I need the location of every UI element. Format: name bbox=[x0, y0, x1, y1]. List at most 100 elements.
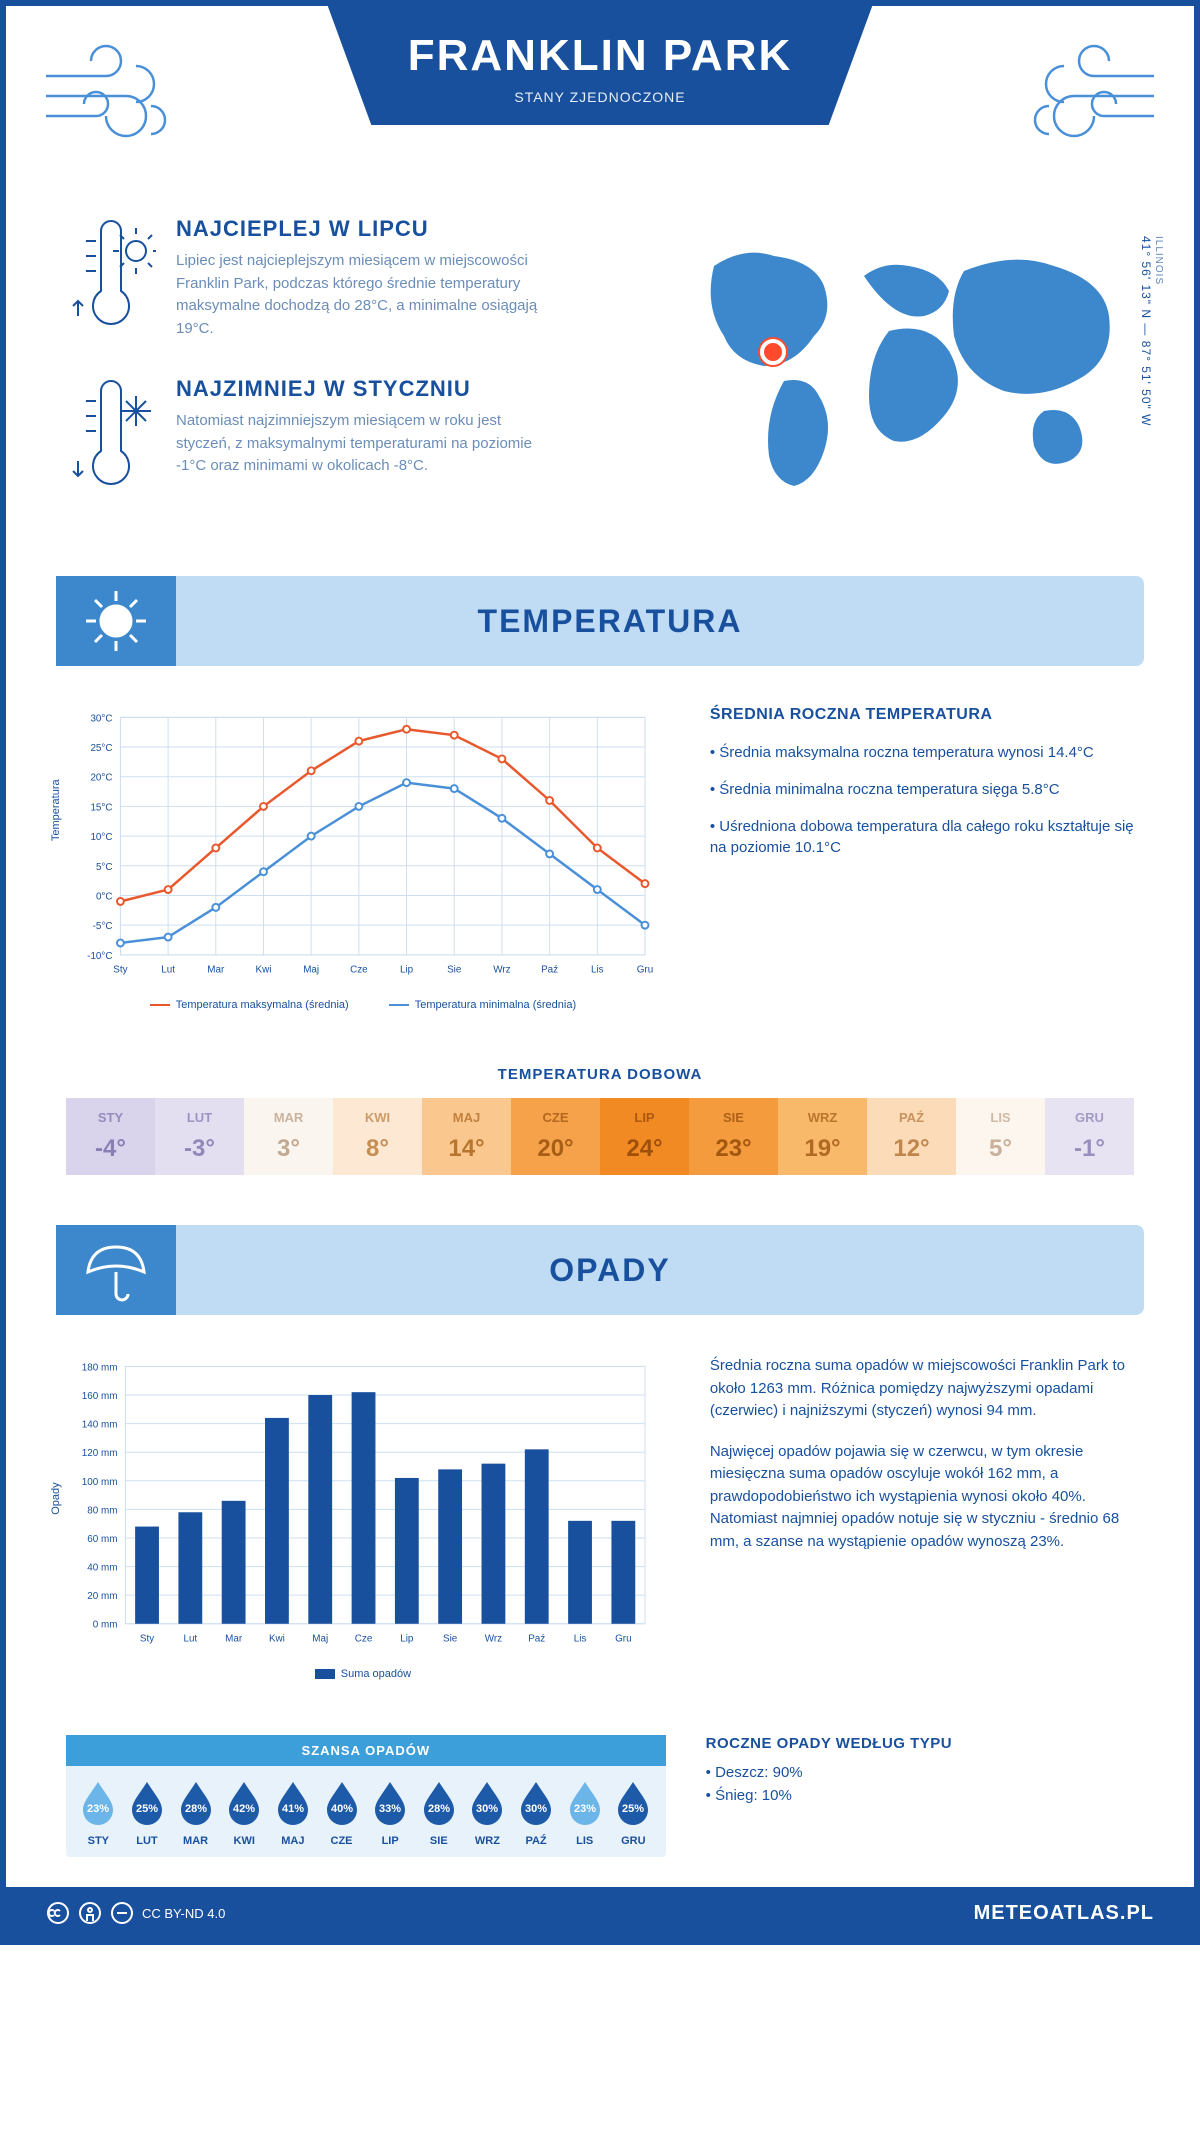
coldest-body: Natomiast najzimniejszym miesiącem w rok… bbox=[176, 410, 556, 478]
umbrella-icon bbox=[56, 1225, 176, 1315]
location-marker-icon bbox=[760, 339, 786, 365]
chance-drop: 30%PAŹ bbox=[512, 1778, 561, 1847]
daily-temperature-strip: TEMPERATURA DOBOWA STY-4°LUT-3°MAR3°KWI8… bbox=[66, 1066, 1134, 1175]
hottest-title: NAJCIEPLEJ W LIPCU bbox=[176, 216, 556, 242]
chance-drop: 42%KWI bbox=[220, 1778, 269, 1847]
world-map: ILLINOIS 41° 56' 13" N — 87° 51' 50" W bbox=[654, 216, 1134, 536]
svg-text:Sty: Sty bbox=[113, 965, 127, 976]
chance-drop: 33%LIP bbox=[366, 1778, 415, 1847]
daily-temp-cell: PAŹ12° bbox=[867, 1098, 956, 1175]
svg-text:28%: 28% bbox=[428, 1803, 450, 1815]
intro-section: NAJCIEPLEJ W LIPCU Lipiec jest najcieple… bbox=[6, 186, 1194, 576]
brand-logo: METEOATLAS.PL bbox=[974, 1902, 1154, 1925]
svg-text:42%: 42% bbox=[233, 1803, 255, 1815]
page-subtitle: STANY ZJEDNOCZONE bbox=[408, 89, 793, 105]
svg-text:Wrz: Wrz bbox=[485, 1634, 502, 1645]
svg-text:-10°C: -10°C bbox=[87, 951, 112, 962]
hottest-body: Lipiec jest najcieplejszym miesiącem w m… bbox=[176, 250, 556, 340]
precipitation-bar-chart: Opady 0 mm20 mm40 mm60 mm80 mm100 mm120 … bbox=[66, 1355, 660, 1695]
hottest-block: NAJCIEPLEJ W LIPCU Lipiec jest najcieple… bbox=[66, 216, 614, 341]
section-title: OPADY bbox=[196, 1252, 1144, 1289]
daily-temp-cell: MAR3° bbox=[244, 1098, 333, 1175]
svg-text:Lut: Lut bbox=[183, 1634, 197, 1645]
chance-drop: 23%LIS bbox=[560, 1778, 609, 1847]
svg-text:80 mm: 80 mm bbox=[87, 1505, 117, 1516]
daily-temp-cell: WRZ19° bbox=[778, 1098, 867, 1175]
svg-text:Cze: Cze bbox=[355, 1634, 373, 1645]
chance-drop: 40%CZE bbox=[317, 1778, 366, 1847]
precipitation-info: Średnia roczna suma opadów w miejscowośc… bbox=[710, 1355, 1134, 1695]
svg-text:Maj: Maj bbox=[303, 965, 319, 976]
svg-text:20°C: 20°C bbox=[90, 773, 112, 784]
daily-temp-cell: STY-4° bbox=[66, 1098, 155, 1175]
header: FRANKLIN PARK STANY ZJEDNOCZONE bbox=[6, 6, 1194, 186]
coldest-block: NAJZIMNIEJ W STYCZNIU Natomiast najzimni… bbox=[66, 376, 614, 501]
svg-text:Cze: Cze bbox=[350, 965, 368, 976]
daily-temp-cell: LIP24° bbox=[600, 1098, 689, 1175]
section-title: TEMPERATURA bbox=[196, 603, 1144, 640]
svg-text:25%: 25% bbox=[136, 1803, 158, 1815]
svg-text:5°C: 5°C bbox=[96, 862, 113, 873]
svg-text:180 mm: 180 mm bbox=[82, 1362, 118, 1373]
temperature-line-chart: Temperatura -10°C-5°C0°C5°C10°C15°C20°C2… bbox=[66, 706, 660, 1026]
daily-temp-cell: SIE23° bbox=[689, 1098, 778, 1175]
svg-text:Gru: Gru bbox=[637, 965, 653, 976]
svg-text:Paź: Paź bbox=[541, 965, 558, 976]
chance-drop: 28%SIE bbox=[414, 1778, 463, 1847]
svg-text:Kwi: Kwi bbox=[269, 1634, 285, 1645]
svg-text:10°C: 10°C bbox=[90, 832, 112, 843]
temperature-header: TEMPERATURA bbox=[56, 576, 1144, 666]
precipitation-chance-strip: SZANSA OPADÓW 23%STY25%LUT28%MAR42%KWI41… bbox=[66, 1735, 666, 1857]
svg-text:160 mm: 160 mm bbox=[82, 1391, 118, 1402]
thermometer-cold-icon bbox=[66, 376, 156, 501]
svg-text:Lut: Lut bbox=[161, 965, 175, 976]
chance-drop: 30%WRZ bbox=[463, 1778, 512, 1847]
svg-text:Mar: Mar bbox=[225, 1634, 243, 1645]
svg-text:Paź: Paź bbox=[528, 1634, 545, 1645]
chance-drop: 25%LUT bbox=[123, 1778, 172, 1847]
svg-text:Gru: Gru bbox=[615, 1634, 631, 1645]
svg-text:25°C: 25°C bbox=[90, 743, 112, 754]
daily-temp-cell: LIS5° bbox=[956, 1098, 1045, 1175]
svg-text:23%: 23% bbox=[87, 1803, 109, 1815]
coordinates: ILLINOIS 41° 56' 13" N — 87° 51' 50" W bbox=[1139, 236, 1164, 426]
svg-text:25%: 25% bbox=[622, 1803, 644, 1815]
coldest-title: NAJZIMNIEJ W STYCZNIU bbox=[176, 376, 556, 402]
svg-text:Sie: Sie bbox=[443, 1634, 458, 1645]
svg-text:140 mm: 140 mm bbox=[82, 1420, 118, 1431]
svg-text:41%: 41% bbox=[282, 1803, 304, 1815]
title-banner: FRANKLIN PARK STANY ZJEDNOCZONE bbox=[328, 6, 873, 125]
page-title: FRANKLIN PARK bbox=[408, 31, 793, 81]
svg-text:Maj: Maj bbox=[312, 1634, 328, 1645]
wind-icon bbox=[36, 36, 186, 156]
svg-text:30%: 30% bbox=[476, 1803, 498, 1815]
svg-text:20 mm: 20 mm bbox=[87, 1591, 117, 1602]
svg-text:40%: 40% bbox=[330, 1803, 352, 1815]
wind-icon bbox=[1014, 36, 1164, 156]
chance-drop: 41%MAJ bbox=[269, 1778, 318, 1847]
thermometer-hot-icon bbox=[66, 216, 156, 341]
svg-text:-5°C: -5°C bbox=[93, 921, 113, 932]
temperature-info: ŚREDNIA ROCZNA TEMPERATURA • Średnia mak… bbox=[710, 706, 1134, 1026]
svg-text:100 mm: 100 mm bbox=[82, 1477, 118, 1488]
precipitation-header: OPADY bbox=[56, 1225, 1144, 1315]
sun-icon bbox=[56, 576, 176, 666]
chance-drop: 28%MAR bbox=[171, 1778, 220, 1847]
svg-text:60 mm: 60 mm bbox=[87, 1534, 117, 1545]
daily-temp-cell: CZE20° bbox=[511, 1098, 600, 1175]
svg-text:Wrz: Wrz bbox=[493, 965, 510, 976]
svg-text:23%: 23% bbox=[574, 1803, 596, 1815]
daily-temp-cell: GRU-1° bbox=[1045, 1098, 1134, 1175]
svg-text:30°C: 30°C bbox=[90, 713, 112, 724]
daily-temp-cell: KWI8° bbox=[333, 1098, 422, 1175]
precipitation-by-type: ROCZNE OPADY WEDŁUG TYPU • Deszcz: 90% •… bbox=[706, 1735, 1134, 1857]
footer: CC BY-ND 4.0 METEOATLAS.PL bbox=[6, 1887, 1194, 1939]
svg-text:120 mm: 120 mm bbox=[82, 1448, 118, 1459]
svg-text:Mar: Mar bbox=[207, 965, 225, 976]
daily-temp-cell: MAJ14° bbox=[422, 1098, 511, 1175]
svg-text:Lis: Lis bbox=[591, 965, 604, 976]
svg-text:Kwi: Kwi bbox=[256, 965, 272, 976]
svg-text:Sie: Sie bbox=[447, 965, 462, 976]
svg-text:28%: 28% bbox=[185, 1803, 207, 1815]
svg-text:0°C: 0°C bbox=[96, 891, 113, 902]
